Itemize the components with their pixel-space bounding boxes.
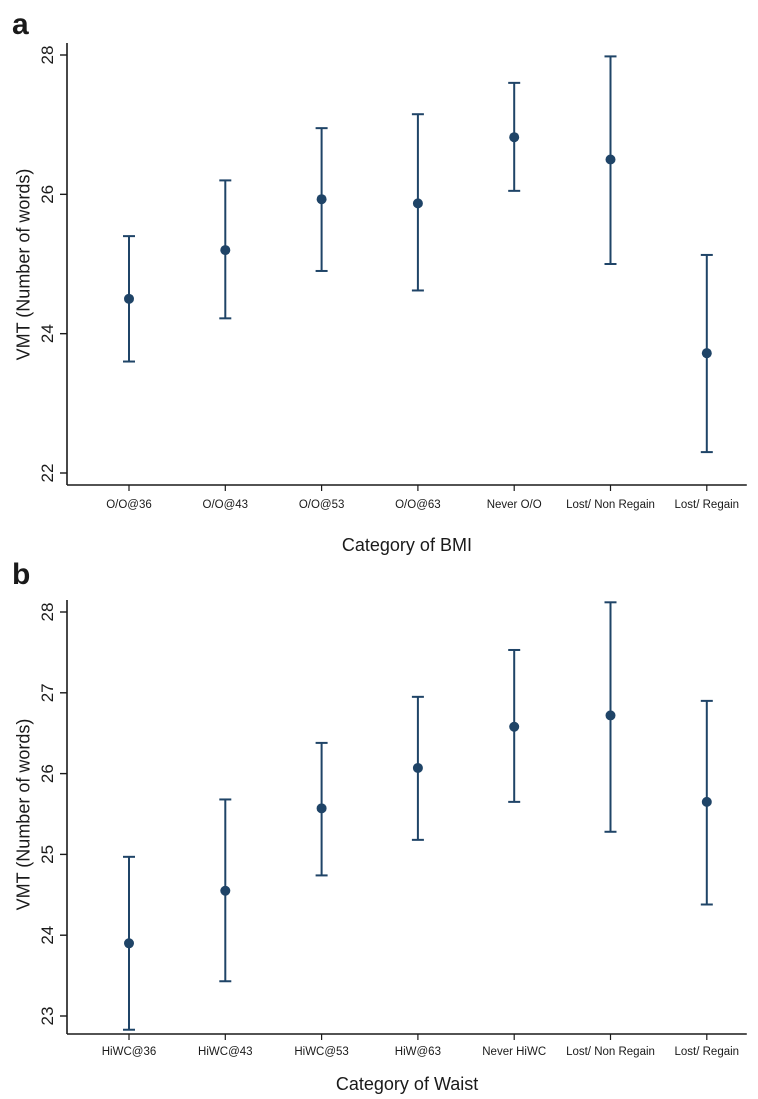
chart-b-y-axis-label: VMT (Number of words) xyxy=(13,718,34,910)
x-tick-label: HiWC@53 xyxy=(294,1046,349,1058)
panel-letter-a: a xyxy=(12,8,29,41)
chart-a-x-axis-label: Category of BMI xyxy=(341,534,472,555)
x-tick-label: HiWC@43 xyxy=(198,1046,253,1058)
x-tick-label: Never HiWC xyxy=(482,1046,546,1058)
y-tick-label: 26 xyxy=(38,764,57,783)
x-tick-label: O/O@53 xyxy=(299,499,345,511)
x-tick-label: O/O@43 xyxy=(203,499,249,511)
x-tick-label: Lost/ Regain xyxy=(675,499,740,511)
data-point xyxy=(509,721,520,732)
data-point xyxy=(124,293,134,304)
chart-b-plot: 23 24 25 26 27 28 HiWC@36 HiWC@43 HiWC@53 HiW@63 N… xyxy=(38,600,747,1058)
data-point xyxy=(412,198,423,209)
x-tick-label: Lost/ Regain xyxy=(675,1046,740,1058)
y-tick-label: 23 xyxy=(38,1007,57,1026)
y-tick-label: 28 xyxy=(38,46,57,65)
x-tick-label: Never O/O xyxy=(487,499,542,511)
chart-b-x-axis-label: Category of Waist xyxy=(335,1073,479,1094)
chart-a-y-axis-label: VMT (Number of words) xyxy=(13,168,34,360)
chart-a-plot: 22 24 26 28 O/O@36 O/O@43 O/O@53 O/O@63 Never O/… xyxy=(38,43,747,511)
y-tick-label: 26 xyxy=(38,185,57,204)
data-point xyxy=(316,803,327,814)
y-tick-label: 25 xyxy=(38,845,57,864)
x-tick-label: HiWC@36 xyxy=(102,1046,157,1058)
x-tick-label: Lost/ Non Regain xyxy=(566,1046,655,1058)
y-tick-label: 24 xyxy=(38,926,57,945)
data-point xyxy=(605,154,616,165)
data-point xyxy=(412,762,423,773)
data-point xyxy=(124,938,134,949)
panel-letter-b: b xyxy=(12,558,31,591)
y-tick-label: 27 xyxy=(38,683,57,702)
panel-b: b 23 24 25 26 27 28 HiWC@36 HiWC@43 HiWC@53 HiW@6… xyxy=(0,550,758,1099)
data-point xyxy=(509,132,520,143)
data-point xyxy=(701,796,712,807)
data-point xyxy=(605,710,616,721)
x-tick-label: O/O@36 xyxy=(106,499,152,511)
data-point xyxy=(220,885,231,896)
x-tick-label: Lost/ Non Regain xyxy=(566,499,655,511)
x-tick-label: O/O@63 xyxy=(395,499,441,511)
y-tick-label: 22 xyxy=(38,464,57,483)
y-tick-label: 28 xyxy=(38,603,57,622)
data-point xyxy=(316,194,327,205)
x-tick-label: HiW@63 xyxy=(395,1046,441,1058)
y-tick-label: 24 xyxy=(38,324,57,343)
panel-a: a 22 24 26 28 O/O@36 O/O@43 O/O@53 O/O@63 Never … xyxy=(12,8,747,555)
data-point xyxy=(220,245,231,256)
data-point xyxy=(701,348,712,359)
